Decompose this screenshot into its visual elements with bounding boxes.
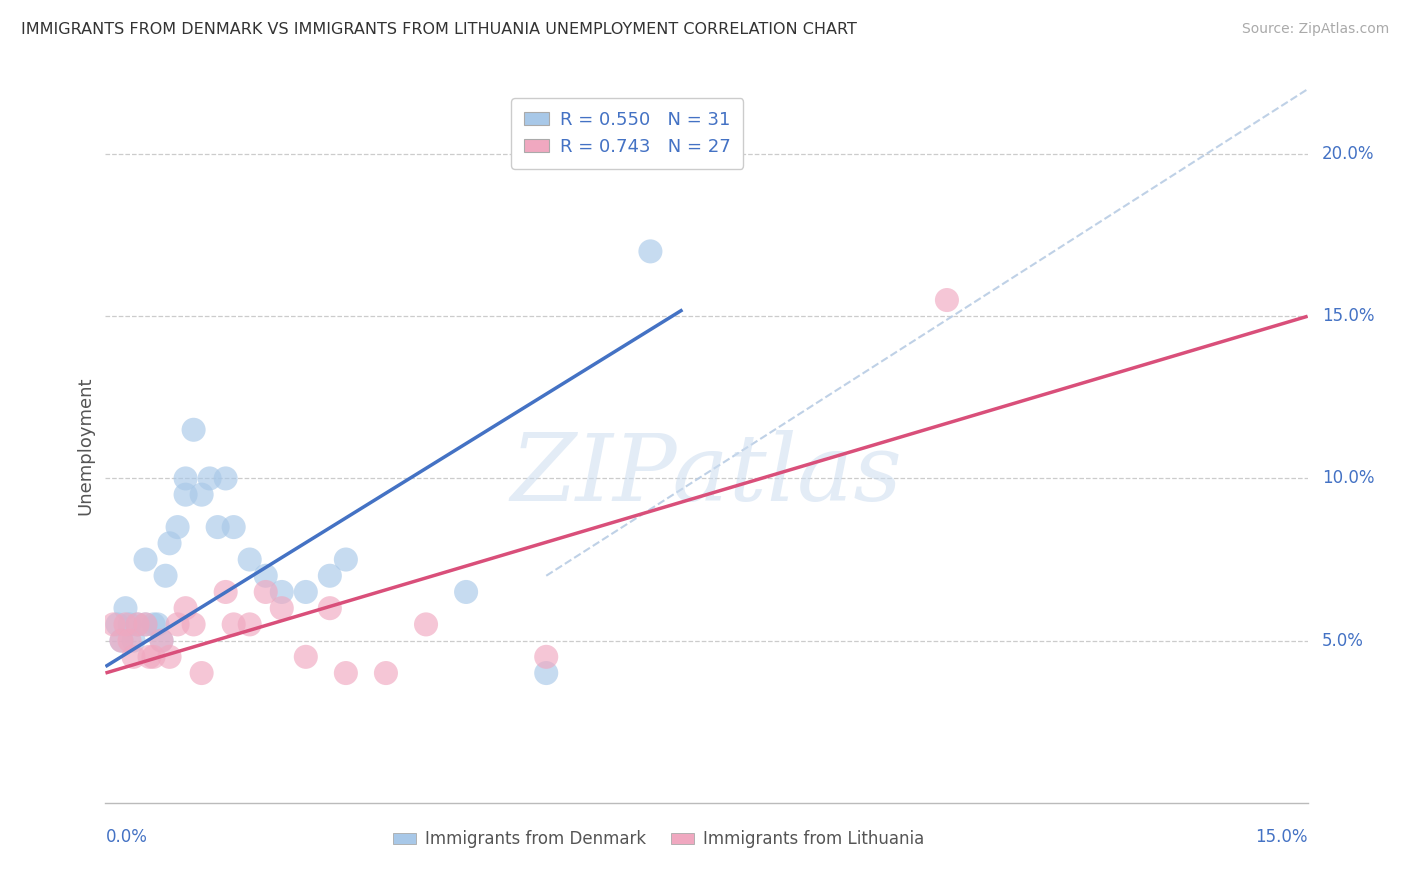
Point [936,293,959,307]
Point [114,617,136,632]
Point [135,617,157,632]
Point [159,536,181,550]
Point [110,633,132,648]
Point [254,585,277,599]
Point [135,617,157,632]
Text: 10.0%: 10.0% [1322,469,1375,487]
Point [319,601,342,615]
Point [127,617,149,632]
Point [534,649,557,664]
Point [254,568,277,582]
Text: Source: ZipAtlas.com: Source: ZipAtlas.com [1241,22,1389,37]
Point [214,585,236,599]
Point [142,649,165,664]
Point [295,585,318,599]
Point [127,617,149,632]
Point [374,666,396,681]
Point [103,617,125,632]
Point [222,617,245,632]
Point [174,471,197,485]
Y-axis label: Unemployment: Unemployment [76,376,94,516]
Point [640,244,662,259]
Point [214,471,236,485]
Point [239,552,262,566]
Point [118,617,141,632]
Point [174,488,197,502]
Text: 5.0%: 5.0% [1322,632,1364,649]
Point [138,649,160,664]
Point [295,649,318,664]
Text: 15.0%: 15.0% [1256,828,1308,846]
Point [107,617,129,632]
Point [174,601,197,615]
Point [135,552,157,566]
Point [166,617,188,632]
Point [456,585,478,599]
Point [159,649,181,664]
Point [183,423,205,437]
Point [335,666,357,681]
Point [415,617,437,632]
Point [150,633,173,648]
Point [166,520,188,534]
Point [222,520,245,534]
Point [270,601,292,615]
Point [183,617,205,632]
Text: 20.0%: 20.0% [1322,145,1375,163]
Point [534,666,557,681]
Point [335,552,357,566]
Point [319,568,342,582]
Point [110,633,132,648]
Text: IMMIGRANTS FROM DENMARK VS IMMIGRANTS FROM LITHUANIA UNEMPLOYMENT CORRELATION CH: IMMIGRANTS FROM DENMARK VS IMMIGRANTS FR… [21,22,858,37]
Point [146,617,169,632]
Point [122,649,145,664]
Point [114,601,136,615]
Point [155,568,177,582]
Point [190,666,212,681]
Point [118,633,141,648]
Point [122,633,145,648]
Text: 15.0%: 15.0% [1322,307,1375,326]
Legend: Immigrants from Denmark, Immigrants from Lithuania: Immigrants from Denmark, Immigrants from… [387,824,931,855]
Point [142,617,165,632]
Text: 0.0%: 0.0% [105,828,148,846]
Point [198,471,221,485]
Point [270,585,292,599]
Point [239,617,262,632]
Text: ZIPatlas: ZIPatlas [510,430,903,519]
Point [150,633,173,648]
Point [190,488,212,502]
Point [207,520,229,534]
